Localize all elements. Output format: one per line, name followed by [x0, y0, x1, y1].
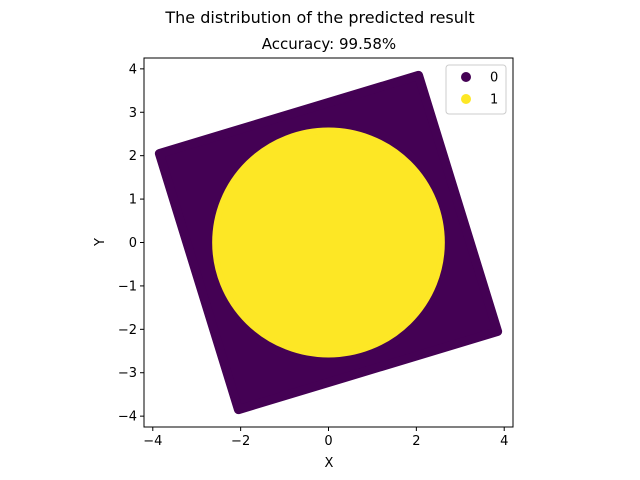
legend-label: 1: [490, 93, 498, 108]
y-tick-label: 1: [129, 193, 137, 208]
y-tick-label: 0: [129, 236, 137, 251]
legend: 01: [445, 64, 507, 115]
legend-marker: [461, 72, 471, 82]
x-tick-label: −2: [231, 434, 250, 449]
legend-frame: [445, 64, 507, 115]
plot-area: [143, 57, 514, 428]
y-tick-label: 4: [129, 62, 137, 77]
y-tick-label: 2: [129, 149, 137, 164]
y-tick-label: −3: [118, 366, 137, 381]
y-tick-label: −2: [118, 323, 137, 338]
legend-marker: [461, 94, 471, 104]
y-tick-label: 3: [129, 106, 137, 121]
chart-title: Accuracy: 99.58%: [262, 35, 396, 53]
x-tick-label: 0: [324, 434, 332, 449]
x-tick-label: −4: [143, 434, 162, 449]
y-tick-label: −4: [118, 410, 137, 425]
y-axis-label: Y: [93, 238, 108, 247]
legend-label: 0: [490, 71, 498, 86]
series-1-region: [212, 127, 445, 358]
x-axis-label: X: [325, 456, 334, 471]
figure-suptitle: The distribution of the predicted result: [164, 8, 474, 27]
x-tick-label: 2: [412, 434, 420, 449]
y-tick-label: −1: [118, 279, 137, 294]
x-tick-label: 4: [500, 434, 508, 449]
